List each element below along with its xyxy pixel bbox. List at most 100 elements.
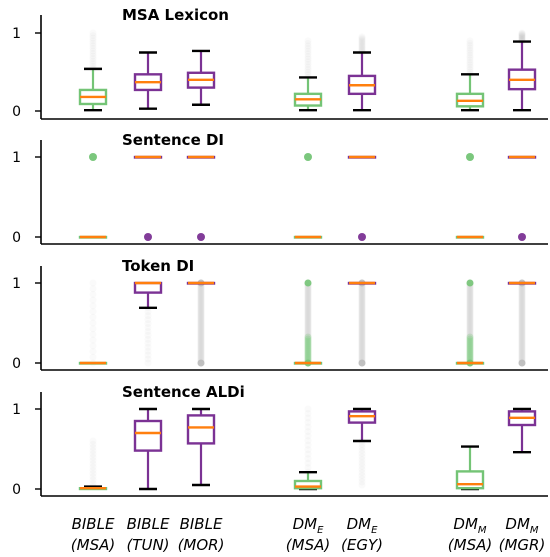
panel-title: Sentence ALDi (122, 383, 245, 401)
outlier-point (304, 291, 312, 299)
outlier-point (304, 343, 312, 351)
outlier-point (197, 317, 205, 325)
outlier-point (358, 321, 366, 329)
outlier-point (197, 315, 205, 323)
outlier-point (304, 419, 312, 427)
outlier-point (358, 459, 366, 467)
outlier-point (358, 293, 366, 301)
outlier-point (358, 309, 366, 317)
box-5 (347, 33, 377, 112)
outlier-point (518, 317, 526, 325)
box-7 (507, 29, 537, 112)
outlier-point (89, 42, 97, 50)
outlier-point (304, 55, 312, 63)
outlier-point (518, 289, 526, 297)
outlier-point (304, 317, 312, 325)
outlier-point (518, 35, 526, 43)
x-tick-label-1: BIBLE (MSA) (71, 515, 115, 554)
outlier-point (89, 296, 97, 304)
outlier-point (89, 479, 97, 487)
outlier-point (304, 289, 312, 297)
outlier-point (89, 460, 97, 468)
outlier-point (358, 468, 366, 476)
outlier-point (144, 339, 152, 347)
x-tick-label-line2: (MSA) (71, 536, 115, 554)
outlier-point (304, 405, 312, 413)
outlier-point (144, 355, 152, 363)
outlier-point (144, 316, 152, 324)
outlier-point (518, 291, 526, 299)
outlier-point (144, 320, 152, 328)
outlier-point (304, 285, 312, 293)
outlier-point (518, 337, 526, 345)
box-body (133, 281, 163, 294)
y-tick-label: 1 (12, 26, 21, 42)
box-3 (186, 407, 216, 487)
outlier-point (197, 297, 205, 305)
x-tick-label-line2: (TUN) (126, 536, 169, 554)
box-6 (455, 153, 485, 239)
outlier-point (304, 68, 312, 76)
outlier-point (466, 319, 474, 327)
outlier-point (197, 345, 205, 353)
x-tick-label-line1: DME (293, 515, 325, 536)
x-tick-label-subscript: M (530, 525, 539, 536)
outlier-point (518, 31, 526, 39)
box-5 (347, 407, 377, 489)
outlier-point (304, 319, 312, 327)
panel-title: MSA Lexicon (122, 6, 229, 24)
outlier-point (89, 308, 97, 316)
outlier-point (89, 52, 97, 60)
outlier-point (466, 46, 474, 54)
box-body (293, 479, 323, 490)
outlier-point (358, 317, 366, 325)
outlier-point (358, 313, 366, 321)
outlier-point (466, 56, 474, 64)
x-tick-label-subscript: M (478, 525, 487, 536)
outlier-point (304, 153, 312, 161)
outlier-point (89, 29, 97, 37)
outlier-point (358, 35, 366, 43)
outlier-point (518, 295, 526, 303)
outlier-point (466, 333, 474, 341)
outlier-point (466, 331, 474, 339)
outlier-point (518, 349, 526, 357)
outlier-point (518, 331, 526, 339)
outlier-point (89, 440, 97, 448)
x-tick-label-5: DME(EGY) (341, 515, 383, 554)
y-tick-label: 0 (12, 230, 21, 246)
box-7 (507, 407, 537, 454)
x-tick-label-line1: DMM (453, 515, 487, 536)
outlier-point (518, 303, 526, 311)
outlier-point (304, 441, 312, 449)
outlier-point (466, 61, 474, 69)
outlier-point (89, 290, 97, 298)
outlier-point (304, 287, 312, 295)
outlier-point (304, 301, 312, 309)
outlier-point (466, 303, 474, 311)
box-2 (133, 155, 163, 241)
outlier-point (466, 305, 474, 313)
y-tick-label: 1 (12, 402, 21, 418)
outlier-point (518, 233, 526, 241)
panel-2: 0 1 Sentence DI (12, 131, 548, 246)
outlier-point (89, 473, 97, 481)
outlier-point (518, 333, 526, 341)
x-tick-label-2: BIBLE (TUN) (126, 515, 169, 554)
outlier-point (466, 339, 474, 347)
outlier-point (466, 315, 474, 323)
outlier-point (466, 44, 474, 52)
outlier-point (518, 285, 526, 293)
outlier-point (518, 335, 526, 343)
outlier-point (304, 293, 312, 301)
outlier-point (518, 29, 526, 37)
outlier-point (466, 307, 474, 315)
outlier-point (358, 333, 366, 341)
outlier-point (89, 44, 97, 52)
outlier-point (304, 297, 312, 305)
outlier-point (89, 34, 97, 42)
outlier-point (466, 325, 474, 333)
outlier-point (466, 301, 474, 309)
outlier-point (89, 55, 97, 63)
outlier-point (304, 414, 312, 422)
